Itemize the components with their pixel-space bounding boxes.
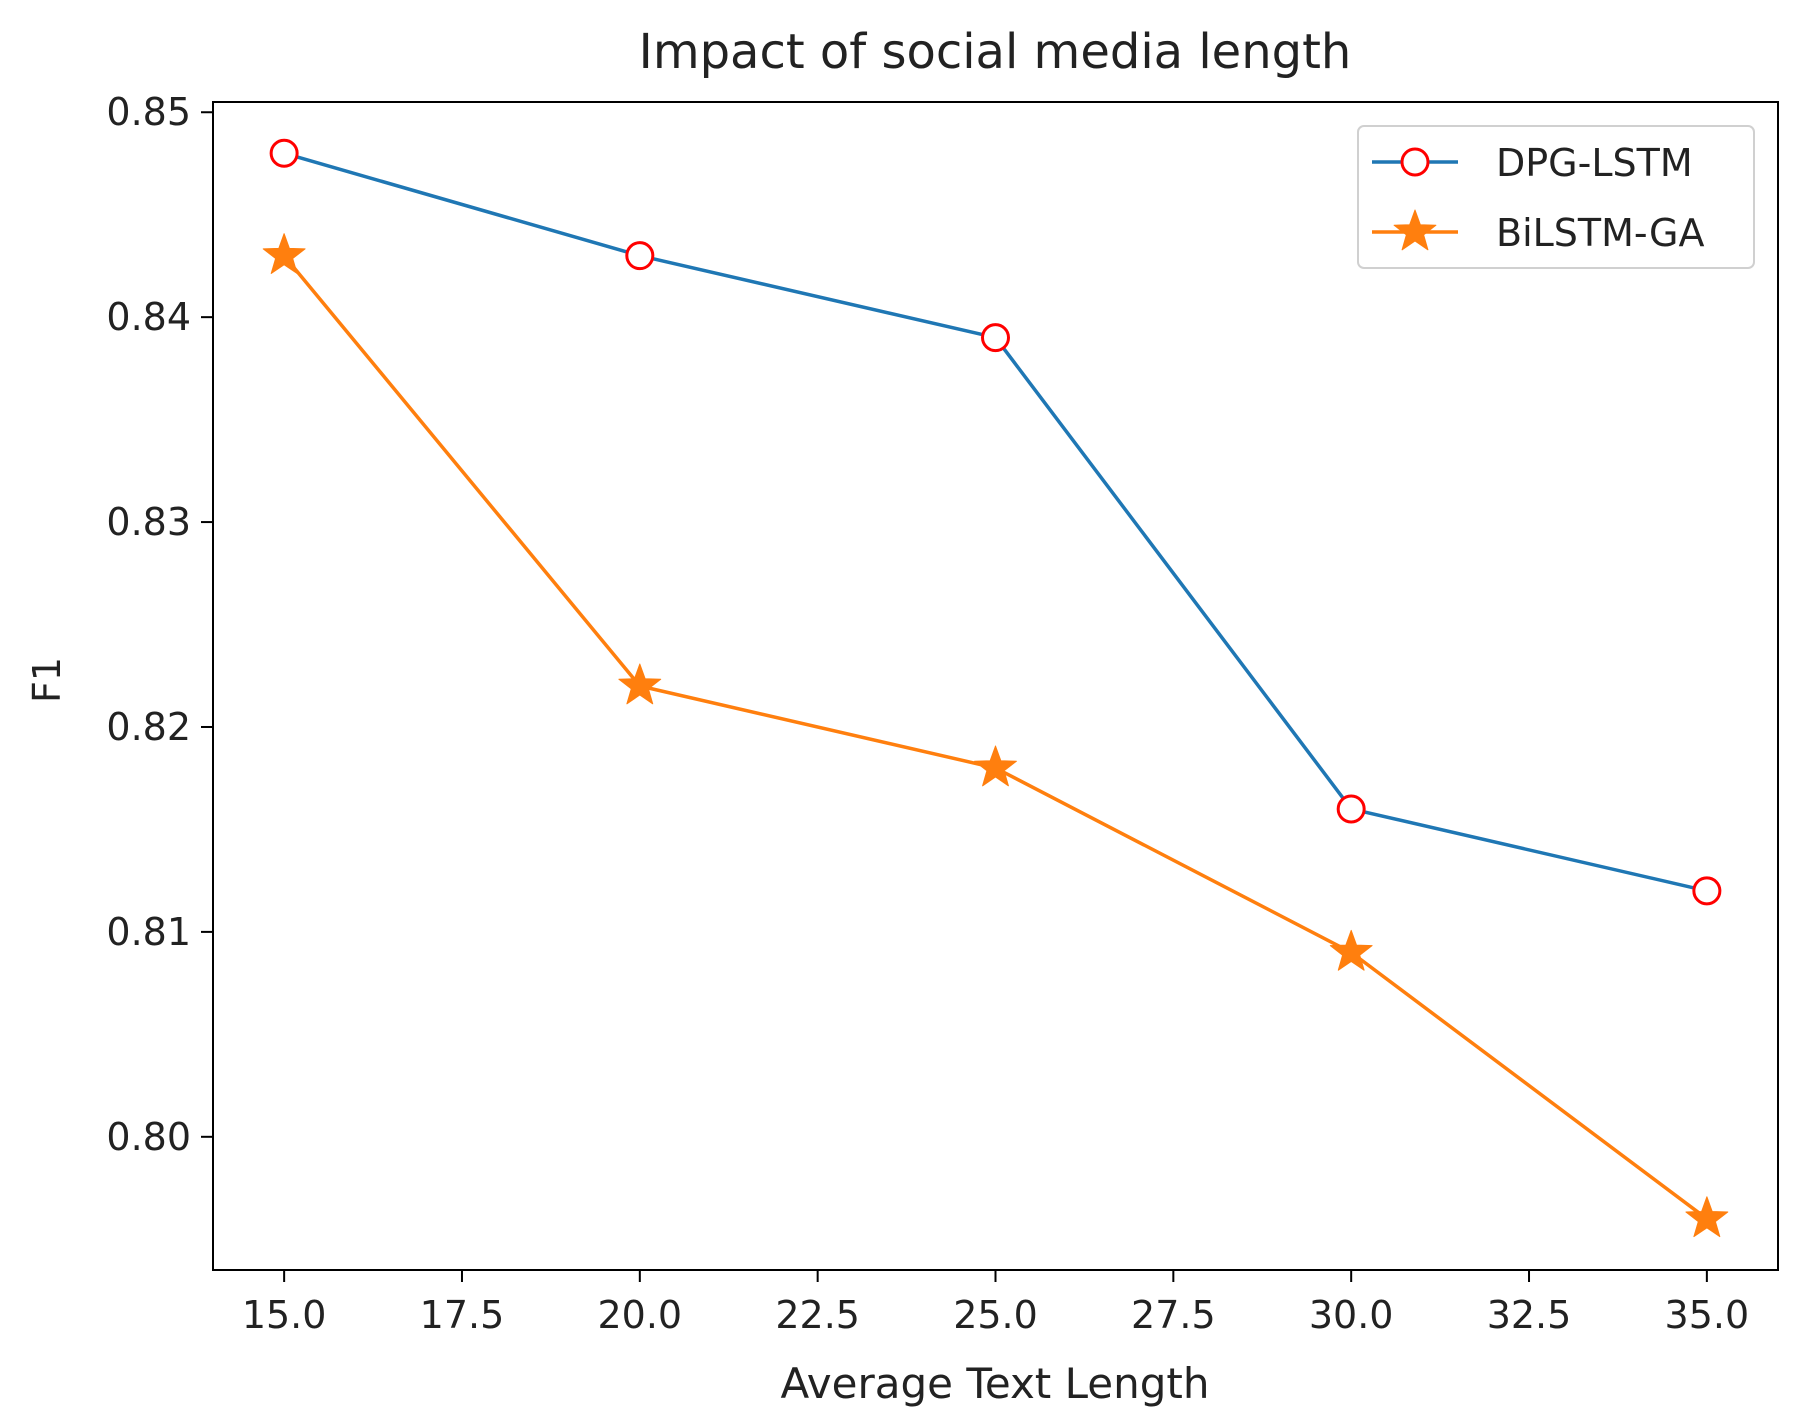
y-tick-label: 0.81 [106, 910, 191, 954]
plot-area: 15.0 17.5 20.0 22.5 25.0 27.5 30.0 32.5 35.0 0.80… [106, 90, 1779, 1337]
x-tick-label: 22.5 [775, 1293, 860, 1337]
x-tick-label: 30.0 [1309, 1293, 1394, 1337]
x-tick-label: 20.0 [598, 1293, 683, 1337]
y-tick-label: 0.80 [106, 1115, 191, 1159]
x-tick-label: 27.5 [1131, 1293, 1216, 1337]
data-point-bilstm-ga [1329, 929, 1373, 971]
data-point-dpg-lstm [625, 241, 655, 271]
x-tick-label: 15.0 [242, 1293, 327, 1337]
legend-label-bilstm-ga: BiLSTM-GA [1496, 211, 1704, 255]
legend-marker-bilstm-ga [1393, 209, 1437, 251]
data-point-dpg-lstm [981, 323, 1010, 353]
legend-marker-dpg-lstm [1400, 147, 1430, 177]
legend-label-dpg-lstm: DPG-LSTM [1496, 141, 1693, 185]
x-tick-label: 35.0 [1665, 1293, 1750, 1337]
y-tick-label: 0.85 [106, 90, 191, 134]
x-axis-label: Average Text Length [781, 1359, 1210, 1408]
data-point-dpg-lstm [269, 138, 299, 168]
y-axis-label: F1 [25, 657, 69, 703]
data-point-bilstm-ga [1685, 1196, 1729, 1238]
data-point-dpg-lstm [1336, 794, 1366, 824]
data-point-bilstm-ga [262, 233, 306, 274]
data-point-dpg-lstm [1692, 876, 1722, 906]
x-tick-label: 17.5 [420, 1293, 505, 1337]
data-point-bilstm-ga [618, 663, 662, 705]
y-tick-label: 0.84 [106, 295, 191, 339]
y-tick-label: 0.83 [106, 500, 191, 544]
x-tick-label: 32.5 [1487, 1293, 1572, 1337]
y-tick-label: 0.82 [106, 705, 191, 749]
data-point-bilstm-ga [974, 745, 1017, 787]
chart-title: Impact of social media length [639, 24, 1352, 80]
x-tick-label: 25.0 [953, 1293, 1038, 1337]
